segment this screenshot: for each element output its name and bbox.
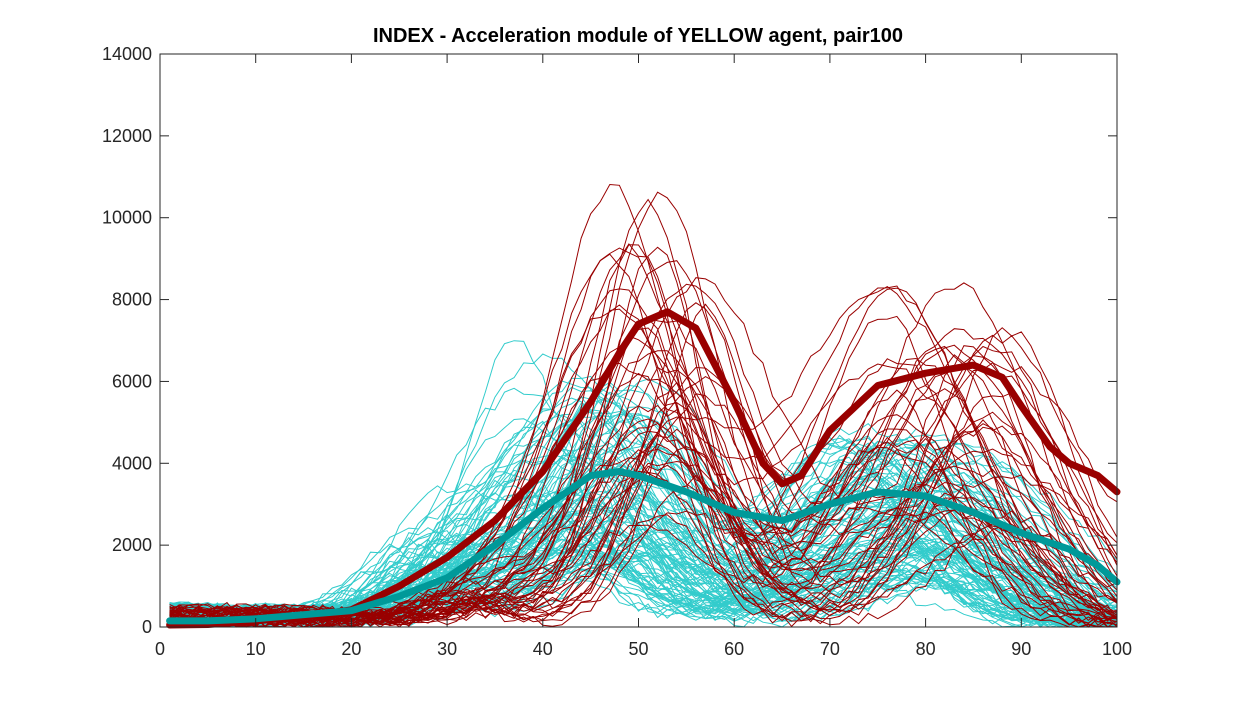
trial-line [169, 458, 1118, 622]
trial-line [169, 287, 1118, 620]
y-axis: 0 2000 4000 6000 8000 10000 12000 14000 [102, 44, 1117, 637]
y-tick-label: 0 [142, 617, 152, 637]
x-tick-label: 70 [820, 639, 840, 659]
y-tick-label: 12000 [102, 126, 152, 146]
trial-line [169, 423, 1118, 620]
x-tick-label: 60 [724, 639, 744, 659]
trial-line [169, 246, 1118, 627]
x-axis: 0 10 20 30 40 50 60 70 80 90 100 [155, 54, 1132, 659]
y-tick-label: 8000 [112, 290, 152, 310]
x-tick-label: 30 [437, 639, 457, 659]
y-tick-label: 14000 [102, 44, 152, 64]
trial-line [169, 434, 1118, 628]
trial-line [169, 277, 1118, 628]
trial-line [169, 283, 1118, 625]
chart-title: INDEX - Acceleration module of YELLOW ag… [373, 25, 903, 47]
x-tick-label: 20 [341, 639, 361, 659]
x-tick-label: 50 [628, 639, 648, 659]
x-tick-label: 90 [1011, 639, 1031, 659]
x-tick-label: 40 [533, 639, 553, 659]
mean-line-1 [166, 468, 1121, 625]
plot-area [166, 183, 1121, 629]
y-tick-label: 4000 [112, 453, 152, 473]
x-tick-label: 0 [155, 639, 165, 659]
x-tick-label: 10 [246, 639, 266, 659]
y-tick-label: 10000 [102, 208, 152, 228]
y-tick-label: 6000 [112, 371, 152, 391]
x-tick-label: 80 [916, 639, 936, 659]
trial-line [169, 416, 1118, 625]
mean-line-0 [166, 308, 1121, 629]
x-tick-label: 100 [1102, 639, 1132, 659]
trial-line [169, 517, 1118, 622]
y-tick-label: 2000 [112, 535, 152, 555]
